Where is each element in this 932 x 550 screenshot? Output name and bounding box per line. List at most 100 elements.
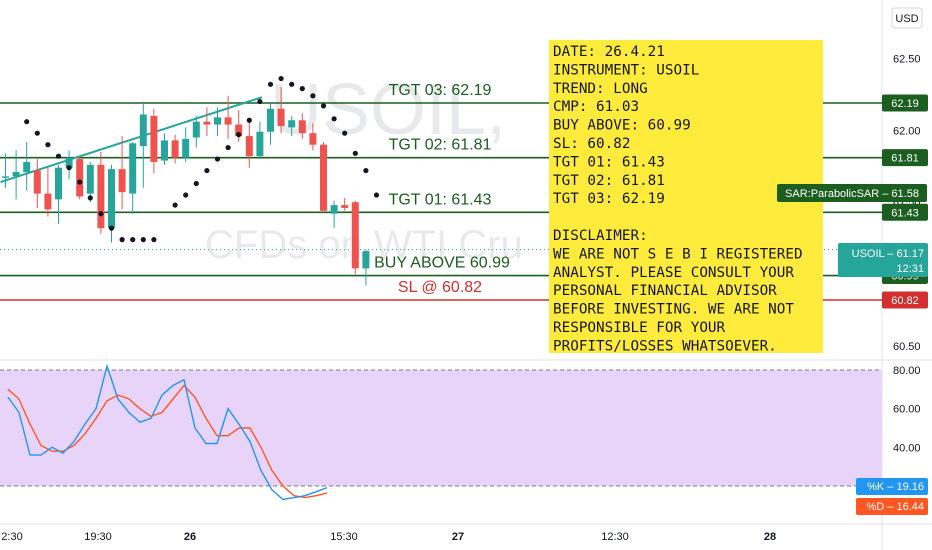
last-price-tag-bg: [838, 243, 928, 277]
note-line: TGT 01: 61.43: [553, 154, 665, 170]
stochastic-lines: [7, 363, 328, 501]
time-axis[interactable]: 2:30 19:30 26 15:30 27 12:30 28: [1, 531, 776, 543]
stoch-d-tag-bg: [856, 498, 928, 515]
stoch-band-fill: [0, 370, 882, 486]
candle-body: [65, 157, 73, 168]
sar-dot: [34, 130, 40, 136]
sar-dot: [267, 81, 274, 87]
sar-dot: [204, 167, 210, 174]
sar-dot: [257, 98, 263, 105]
candle-body: [362, 251, 370, 269]
sar-dot: [299, 86, 305, 92]
stoch-d-line: [7, 384, 328, 499]
sar-dot: [140, 237, 146, 243]
level-tag: 62.19: [891, 98, 919, 110]
time-tick-label: 19:30: [84, 531, 112, 543]
candle-body: [118, 169, 126, 193]
note-line: CMP: 61.03: [553, 99, 639, 115]
level-label: SL @ 60.82: [398, 279, 482, 296]
candle-body: [330, 205, 338, 214]
candle-body: [2, 176, 9, 178]
candle-body: [203, 121, 211, 125]
candle-body: [277, 108, 285, 127]
sar-dot: [98, 211, 104, 217]
sar-dot: [278, 75, 284, 82]
level-label: BUY ABOVE 60.99: [374, 255, 510, 272]
stoch-axis[interactable]: 80.00 60.00 40.00: [893, 365, 921, 454]
candle-body: [224, 117, 232, 125]
sar-dot: [320, 103, 327, 109]
note-line: ANALYST. PLEASE CONSULT YOUR: [553, 265, 794, 281]
last-price-tag: USOIL – 61.17: [852, 248, 924, 260]
note-line: TGT 03: 62.19: [553, 191, 665, 207]
sar-dot: [24, 119, 30, 125]
candle-body: [76, 159, 84, 197]
candle-body: [235, 124, 243, 137]
level-tag-bg: [882, 203, 928, 221]
note-line: SL: 60.82: [553, 136, 630, 152]
candle-body: [139, 114, 147, 147]
candle-body: [129, 143, 137, 194]
time-tick-label: 12:30: [601, 531, 629, 543]
watermark-symbol: USOIL,: [270, 70, 506, 150]
level-tag: 61.81: [891, 153, 919, 165]
candle-body: [150, 115, 158, 162]
candle-body: [256, 131, 264, 157]
sar-dot: [236, 132, 242, 138]
sar-dot: [183, 192, 189, 198]
level-label: TGT 02: 61.81: [389, 137, 492, 154]
candle-body: [55, 167, 62, 200]
sar-dots: [24, 75, 380, 243]
level-tag-bg: [882, 291, 928, 309]
candle-body: [182, 138, 190, 158]
sar-dot: [193, 180, 199, 187]
sar-dot: [331, 116, 337, 122]
candle-body: [351, 202, 359, 269]
sar-dot: [87, 195, 93, 201]
note-text: DATE: 26.4.21 INSTRUMENT: USOIL TREND: LON…: [553, 44, 803, 354]
level-tag-bg: [882, 94, 928, 112]
level-label: TGT 03: 62.19: [389, 82, 492, 99]
note-line: RESPONSIBLE FOR YOUR: [553, 320, 726, 336]
stoch-k-tag: %K – 19.16: [867, 481, 924, 493]
sar-dot: [45, 142, 51, 148]
stoch-tick-label: 60.00: [893, 404, 921, 416]
trendline: [0, 96, 263, 184]
sar-dot: [119, 237, 125, 243]
sar-tag-bg: [777, 184, 927, 202]
sar-dot: [289, 81, 295, 87]
note-line: BEFORE INVESTING. WE ARE NOT: [553, 302, 794, 318]
sar-dot: [225, 144, 231, 151]
stoch-d-tag: %D – 16.44: [867, 501, 924, 513]
sar-dot: [172, 202, 178, 208]
sar-dot: [214, 156, 221, 162]
note-line: BUY ABOVE: 60.99: [553, 118, 691, 134]
note-line: INSTRUMENT: USOIL: [553, 62, 699, 78]
sar-dot: [352, 150, 358, 156]
note-line: PERSONAL FINANCIAL ADVISOR: [553, 283, 777, 299]
price-tick-label: 62.00: [893, 125, 921, 137]
note-line: TGT 02: 61.81: [553, 173, 665, 189]
level-label: TGT 01: 61.43: [389, 191, 492, 208]
candle-body: [97, 164, 105, 229]
candle-body: [298, 120, 306, 134]
stoch-k-tag-bg: [856, 478, 928, 495]
currency-label: USD: [895, 13, 918, 25]
stoch-tick-label: 40.00: [893, 442, 921, 454]
candle-body: [12, 172, 20, 177]
stoch-k-line: [7, 363, 328, 501]
sar-dot: [373, 192, 380, 198]
candle-body: [44, 193, 52, 210]
currency-button[interactable]: [891, 7, 923, 29]
sar-dot: [66, 165, 72, 171]
candle-body: [214, 117, 221, 125]
axis-price-tags: 62.1961.8161.4360.9960.82SAR:ParabolicSA…: [777, 94, 928, 515]
candles: [2, 87, 370, 286]
sar-dot: [342, 130, 348, 136]
sar-dot: [246, 117, 252, 123]
time-tick-label: 27: [452, 531, 464, 543]
sar-dot: [108, 225, 115, 231]
price-tick-label: 62.50: [893, 53, 921, 65]
sar-dot: [363, 167, 369, 174]
